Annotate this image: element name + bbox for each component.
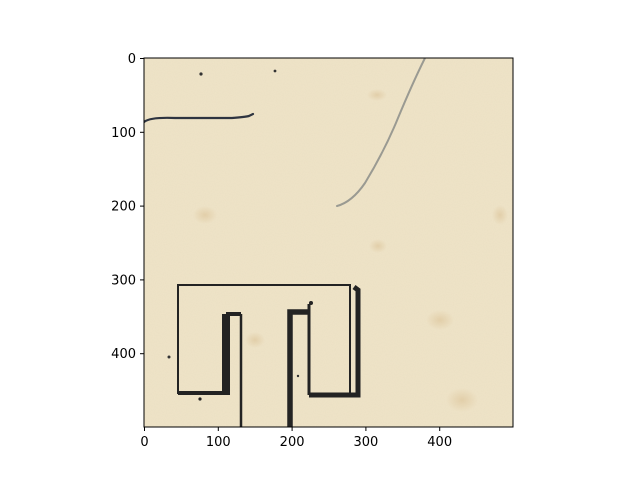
paper-stain	[245, 332, 265, 348]
y-axis-ticks: 0 100 200 300 400	[111, 52, 144, 362]
x-tick-label: 0	[140, 435, 148, 450]
ink-dot	[167, 355, 171, 359]
ink-symbol-pillar	[287, 309, 308, 427]
y-tick-label: 400	[111, 347, 136, 362]
paper-stain	[492, 205, 508, 225]
paper-texture	[144, 58, 513, 427]
paper-stain	[369, 239, 387, 253]
x-tick-label: 200	[280, 435, 305, 450]
x-tick-label: 400	[427, 435, 452, 450]
ink-stroke	[144, 112, 255, 124]
y-tick-label: 100	[111, 126, 136, 141]
pencil-curve	[336, 58, 426, 207]
ink-symbol-thick-border	[309, 285, 361, 398]
paper-stain	[426, 310, 454, 330]
ink-dot	[296, 374, 300, 378]
y-tick-label: 0	[128, 52, 136, 67]
paper-stain	[193, 206, 217, 224]
ink-dot	[198, 397, 202, 401]
ink-dot	[199, 72, 203, 76]
paper-stain	[367, 89, 387, 101]
ink-dot	[273, 69, 277, 73]
ink-dot	[309, 301, 313, 305]
axes-frame	[143, 57, 514, 428]
x-axis-ticks: 0 100 200 300 400	[140, 427, 452, 450]
image-area	[144, 58, 513, 427]
x-tick-label: 100	[206, 435, 231, 450]
y-tick-label: 300	[111, 273, 136, 288]
paper-stain	[446, 388, 478, 412]
x-tick-label: 300	[353, 435, 378, 450]
y-tick-label: 200	[111, 200, 136, 215]
